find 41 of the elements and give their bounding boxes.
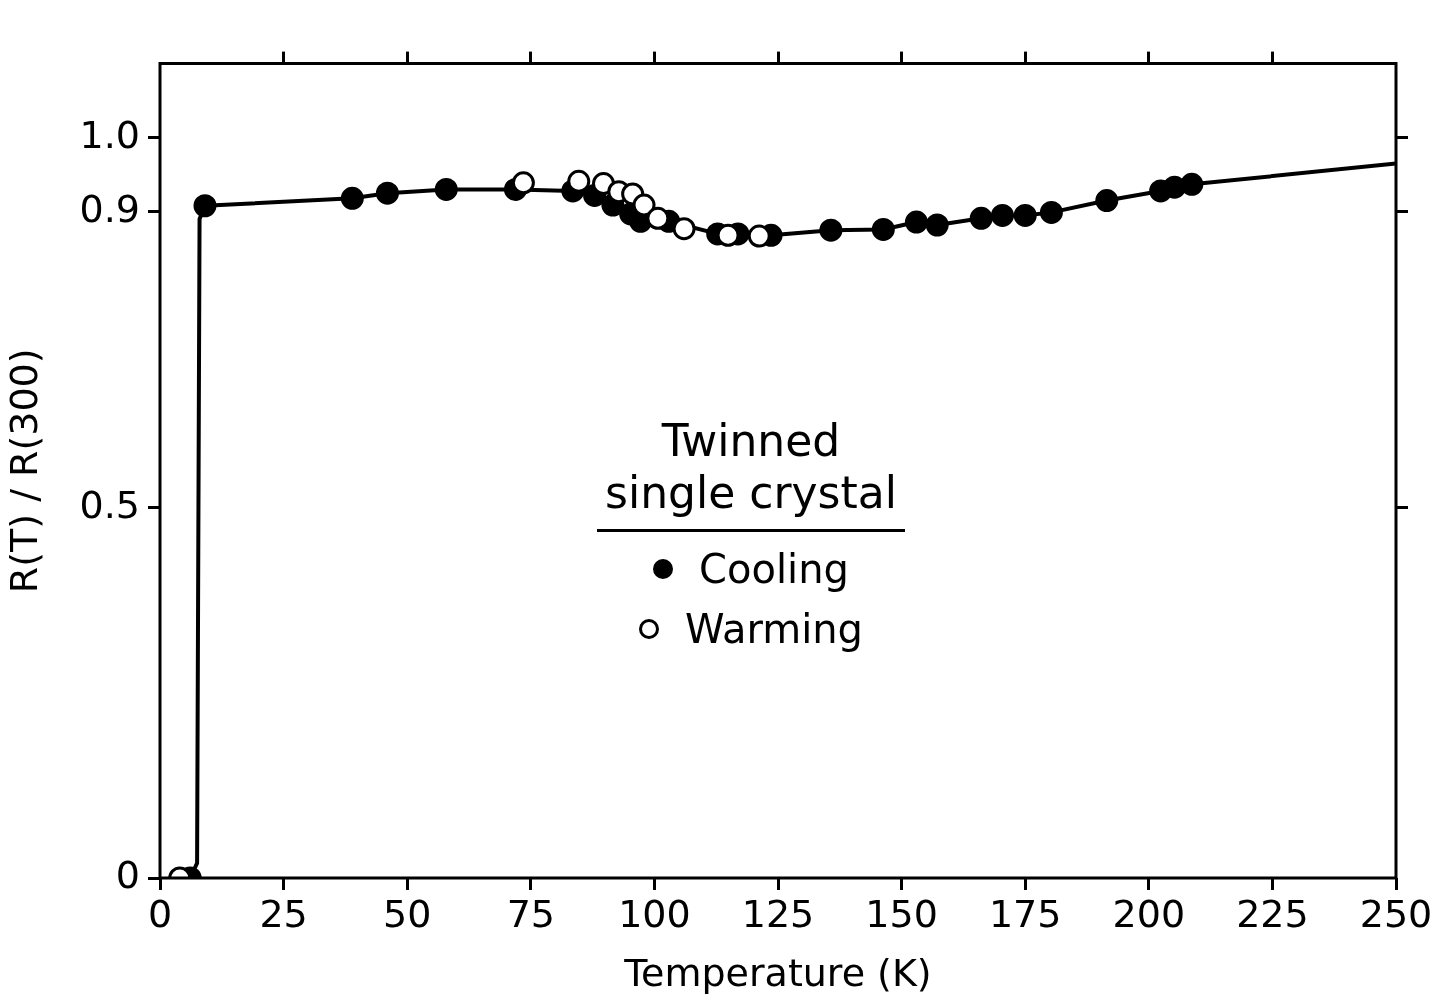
legend-title: Twinned single crystal — [597, 415, 905, 532]
x-tick-label: 75 — [506, 891, 555, 936]
x-tick-label: 100 — [618, 891, 691, 936]
point — [990, 203, 1014, 227]
point — [632, 193, 656, 217]
y-axis-title: R(T) / R(300) — [1, 348, 46, 594]
point — [747, 224, 771, 248]
x-tick-label: 250 — [1359, 891, 1433, 936]
point — [434, 177, 458, 201]
point — [375, 181, 399, 205]
point — [1180, 172, 1204, 196]
point — [567, 169, 591, 193]
point — [1013, 203, 1037, 227]
point — [1095, 189, 1119, 213]
x-tick-label: 25 — [259, 891, 308, 936]
x-tick-label: 225 — [1236, 891, 1309, 936]
point — [925, 213, 949, 237]
point — [340, 186, 364, 210]
point — [511, 171, 535, 195]
x-tick-label: 50 — [383, 891, 432, 936]
point — [716, 223, 740, 247]
legend-label: Warming — [684, 606, 863, 652]
point — [1039, 200, 1063, 224]
legend-label: Cooling — [699, 546, 849, 592]
y-tick-label: 1.0 — [79, 112, 140, 157]
x-tick-label: 150 — [865, 891, 938, 936]
y-tick-label: 0.9 — [79, 186, 140, 231]
x-axis-title: Temperature (K) — [623, 951, 932, 996]
point — [646, 206, 670, 230]
x-tick-label: 200 — [1112, 891, 1186, 936]
x-tick-label: 175 — [988, 891, 1062, 936]
point — [819, 218, 843, 242]
point — [904, 210, 928, 234]
x-tick-label: 125 — [741, 891, 815, 936]
y-tick-label: 0 — [115, 852, 140, 897]
point — [969, 206, 993, 230]
point — [193, 194, 217, 218]
point — [871, 217, 895, 241]
point — [672, 217, 696, 241]
y-tick-label: 0.5 — [79, 482, 140, 527]
x-tick-label: 0 — [147, 891, 173, 936]
